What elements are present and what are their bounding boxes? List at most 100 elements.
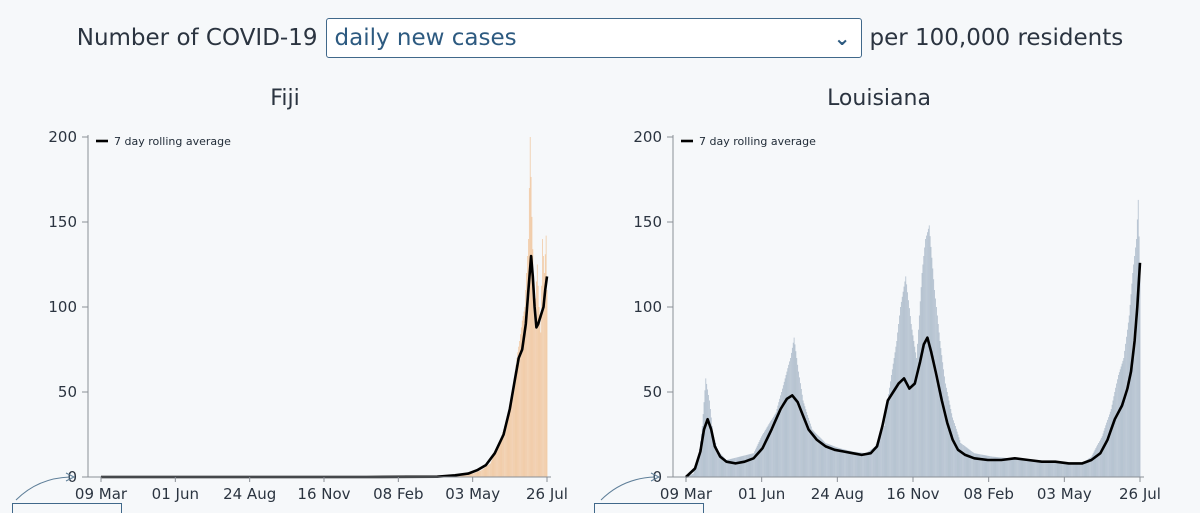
- daily-case-bar: [1134, 256, 1135, 477]
- daily-case-bar: [1067, 463, 1068, 477]
- daily-case-bar: [922, 273, 923, 477]
- y-tick-label: 100: [633, 298, 662, 316]
- daily-case-bar: [1033, 461, 1034, 477]
- daily-case-bar: [1132, 284, 1133, 477]
- daily-case-bar: [1007, 458, 1008, 477]
- daily-case-bar: [847, 450, 848, 477]
- daily-case-bar: [969, 450, 970, 477]
- daily-case-bar: [846, 450, 847, 477]
- daily-case-bar: [946, 388, 947, 477]
- daily-case-bar: [783, 385, 784, 477]
- daily-case-bar: [1077, 463, 1078, 477]
- daily-case-bar: [751, 454, 752, 477]
- daily-case-bar: [850, 451, 851, 477]
- daily-case-bar: [752, 453, 753, 477]
- daily-case-bar: [910, 316, 911, 477]
- daily-case-bar: [857, 452, 858, 477]
- x-tick-label: 01 Jun: [738, 485, 785, 503]
- daily-case-bar: [965, 446, 966, 477]
- daily-case-bar: [885, 420, 886, 477]
- daily-case-bar: [746, 455, 747, 477]
- daily-case-bar: [887, 401, 888, 478]
- daily-case-bar: [1065, 463, 1066, 477]
- daily-case-bar: [760, 438, 761, 477]
- daily-case-bar: [1095, 450, 1096, 477]
- daily-case-bar: [939, 333, 940, 478]
- daily-case-bar: [1081, 463, 1082, 477]
- daily-case-bar: [765, 430, 766, 477]
- daily-case-bar: [911, 324, 912, 477]
- daily-case-bar: [790, 358, 791, 477]
- daily-case-bar: [924, 248, 925, 478]
- range-brush-handle-fiji[interactable]: [12, 503, 122, 513]
- daily-case-bar: [1023, 460, 1024, 477]
- daily-case-bar: [1018, 459, 1019, 477]
- daily-case-bar: [747, 455, 748, 477]
- daily-case-bar: [1012, 458, 1013, 477]
- range-brush-handle-louisiana[interactable]: [594, 503, 704, 513]
- daily-case-bar: [867, 453, 868, 477]
- daily-case-bar: [1116, 384, 1117, 478]
- daily-case-bar: [748, 455, 749, 477]
- daily-case-bar: [919, 316, 920, 478]
- daily-case-bar: [889, 388, 890, 477]
- daily-case-bar: [904, 287, 905, 477]
- daily-case-bar: [1127, 330, 1128, 477]
- daily-case-bar: [1034, 461, 1035, 477]
- daily-case-bar: [1130, 305, 1131, 477]
- daily-case-bar: [882, 430, 883, 477]
- daily-case-bar: [1107, 420, 1108, 477]
- daily-case-bar: [739, 457, 740, 477]
- daily-case-bar: [1126, 337, 1127, 477]
- daily-case-bar: [1121, 367, 1122, 478]
- x-tick-label: 16 Nov: [886, 485, 939, 503]
- daily-case-bar: [1106, 423, 1107, 477]
- daily-case-bar: [1070, 463, 1071, 477]
- daily-case-bar: [912, 330, 913, 477]
- legend-louisiana: 7 day rolling average: [681, 135, 816, 148]
- daily-case-bar: [737, 457, 738, 477]
- daily-case-bar: [736, 458, 737, 477]
- y-tick-label: 150: [633, 213, 662, 231]
- daily-case-bar: [896, 341, 897, 477]
- daily-case-bar: [875, 446, 876, 477]
- daily-case-bar: [1014, 459, 1015, 477]
- daily-case-bar: [1136, 239, 1137, 477]
- daily-case-bar: [750, 454, 751, 477]
- daily-case-bar: [1077, 463, 1078, 477]
- daily-case-bar: [966, 447, 967, 477]
- x-tick-label: 26 Jul: [1119, 485, 1161, 503]
- daily-case-bar: [931, 247, 932, 477]
- daily-case-bar: [1112, 405, 1113, 477]
- daily-case-bar: [800, 383, 801, 477]
- daily-case-bar: [1108, 417, 1109, 477]
- daily-case-bar: [1006, 458, 1007, 477]
- daily-case-bar: [1099, 441, 1100, 477]
- daily-case-bar: [1128, 323, 1129, 477]
- daily-case-bar: [940, 341, 941, 477]
- daily-case-bar: [974, 453, 975, 477]
- daily-case-bar: [1118, 375, 1119, 477]
- daily-case-bar: [897, 333, 898, 478]
- daily-case-bar: [859, 452, 860, 477]
- daily-case-bar: [796, 358, 797, 477]
- daily-case-bar: [1084, 462, 1085, 477]
- x-tick-label: 09 Mar: [660, 485, 713, 503]
- legend-label: 7 day rolling average: [699, 135, 816, 148]
- daily-case-bar: [859, 452, 860, 477]
- daily-case-bar: [971, 451, 972, 477]
- daily-case-bar: [903, 292, 904, 477]
- daily-case-bar: [860, 453, 861, 477]
- daily-case-bar: [1064, 463, 1065, 477]
- daily-case-bar: [968, 448, 969, 477]
- daily-case-bar: [947, 392, 948, 477]
- daily-case-bar: [786, 375, 787, 477]
- daily-case-bar: [1072, 463, 1073, 477]
- daily-case-bar: [1074, 463, 1075, 477]
- daily-case-bar: [1114, 396, 1115, 477]
- daily-case-bar: [1009, 458, 1010, 477]
- daily-case-bar: [1050, 462, 1051, 477]
- daily-case-bar: [1029, 460, 1030, 477]
- daily-case-bar: [955, 426, 956, 477]
- daily-case-bar: [759, 442, 760, 477]
